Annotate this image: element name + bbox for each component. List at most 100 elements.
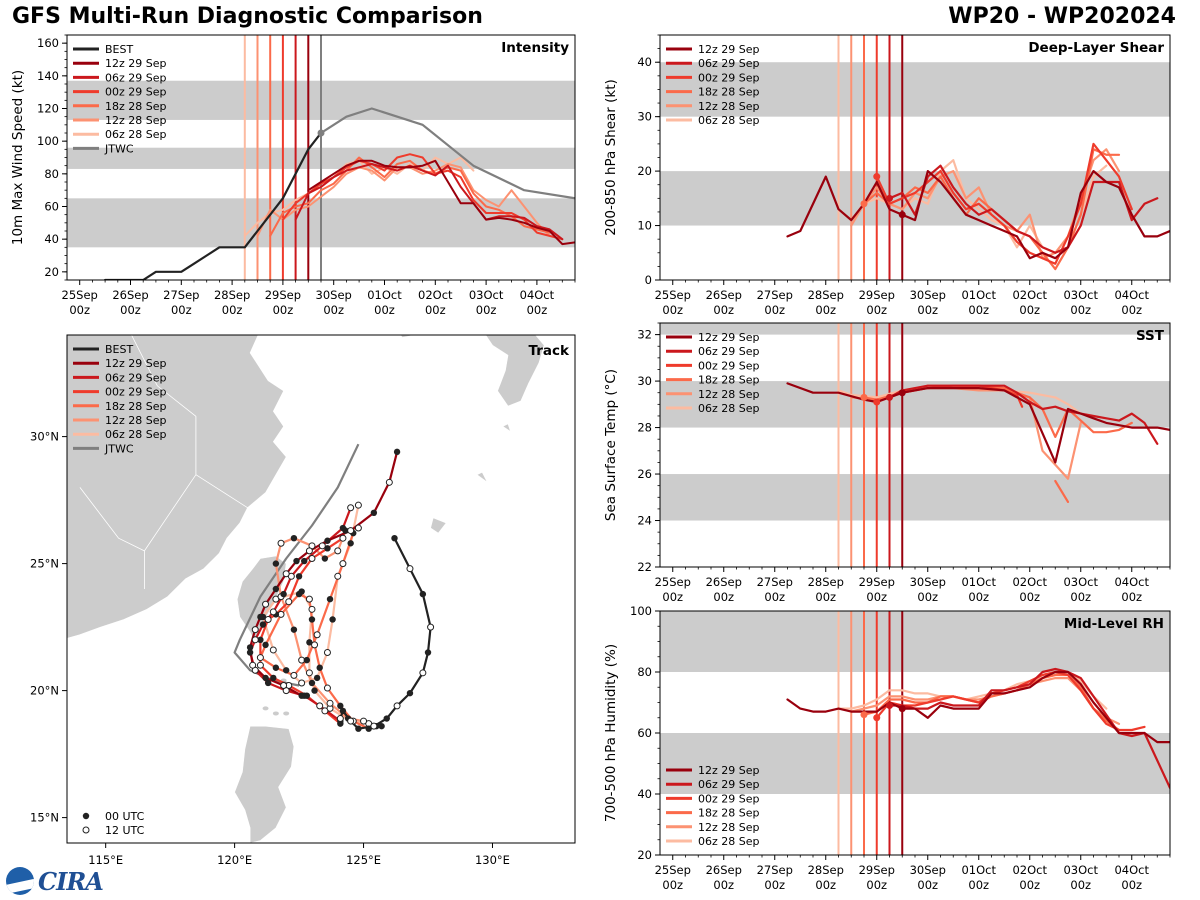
- track-marker-00utc: [257, 613, 264, 621]
- track-marker-12utc: [264, 615, 272, 623]
- intensity-series-run_06z29: [294, 163, 564, 241]
- rh-init-marker: [898, 705, 906, 713]
- intensity-series-jtwc: [319, 107, 575, 200]
- shear-xtick-label: 00z: [713, 303, 734, 317]
- track-marker-00utc: [262, 641, 269, 649]
- shear-legend-label: 00z 29 Sep: [698, 71, 760, 84]
- track-marker-00utc: [298, 692, 305, 699]
- shear-xtick-label: 00z: [764, 303, 785, 317]
- track-marker-00utc: [272, 560, 280, 567]
- shear-series-run_06z29: [888, 164, 1159, 254]
- cira-logo-text: CIRA: [38, 866, 104, 896]
- sst-series-group: [786, 382, 1170, 503]
- track-marker-00utc: [365, 725, 372, 732]
- track-marker-legend-label: 12 UTC: [105, 824, 145, 837]
- shear-xtick-label: 00z: [815, 303, 836, 317]
- shikoku-landmass: [574, 335, 575, 336]
- rh-xtick-label: 04Oct: [1114, 863, 1149, 877]
- track-marker-00utc: [270, 674, 277, 682]
- shear-legend-label: 12z 28 Sep: [698, 100, 760, 113]
- track-marker-00utc: [295, 573, 303, 580]
- shear-xtick-label: 00z: [1070, 303, 1091, 317]
- track-marker-12utc: [305, 669, 313, 677]
- rh-legend-label: 12z 28 Sep: [698, 821, 760, 834]
- sst-xtick-label: 27Sep: [757, 575, 793, 589]
- rh-series-group: [786, 667, 1170, 790]
- intensity-xtick-label: 27Sep: [163, 288, 199, 302]
- rh-xtick-label: 29Sep: [859, 863, 895, 877]
- track-marker-00utc: [339, 524, 347, 532]
- track-marker-12utc: [249, 661, 257, 669]
- intensity-ytick-label: 60: [44, 200, 59, 214]
- track-marker-12utc: [347, 527, 355, 535]
- sst-ytick-label: 32: [637, 328, 652, 342]
- sst-series-run_06z29: [888, 384, 1159, 445]
- track-marker-00utc: [324, 545, 331, 552]
- rh-xtick-label: 00z: [713, 878, 734, 892]
- track-marker-00utc: [293, 557, 300, 565]
- rh-xtick-label: 25Sep: [655, 863, 691, 877]
- shear-ytick-label: 20: [637, 164, 652, 178]
- intensity-legend-label: JTWC: [104, 142, 134, 155]
- rh-ytick-label: 100: [630, 604, 652, 618]
- track-legend-label: 00z 29 Sep: [105, 386, 167, 399]
- track-frame: [66, 334, 576, 844]
- rh-xtick-label: 26Sep: [706, 863, 742, 877]
- track-marker-00utc: [301, 557, 308, 565]
- shear-xtick-label: 27Sep: [757, 288, 793, 302]
- intensity-xtick-label: 00z: [171, 303, 192, 317]
- track-marker-12utc: [347, 504, 355, 512]
- track-marker-00utc: [246, 649, 254, 656]
- track-marker-00utc: [290, 626, 298, 633]
- province-border: [79, 487, 145, 552]
- intensity-xtick-label: 04Oct: [520, 288, 555, 302]
- track-legend-label: JTWC: [104, 442, 134, 455]
- track-marker-12utc: [427, 623, 435, 631]
- track-legend-label: 18z 28 Sep: [105, 400, 167, 413]
- shear-panel-title: Deep-Layer Shear: [1028, 40, 1164, 56]
- intensity-series-run_18z28: [269, 156, 551, 237]
- track-marker-12utc: [339, 560, 347, 568]
- sst-xtick-label: 04Oct: [1114, 575, 1149, 589]
- track-legend-label: BEST: [105, 343, 133, 356]
- storm-id-title: WP20 - WP202024: [948, 4, 1176, 29]
- track-marker-12utc: [321, 707, 329, 715]
- rh-init-marker: [873, 714, 881, 722]
- intensity-legend-label: 12z 28 Sep: [105, 114, 167, 127]
- track-xtick-label: 120°E: [217, 853, 252, 867]
- sst-legend-label: 06z 29 Sep: [698, 345, 760, 358]
- track-marker-12utc: [316, 702, 324, 710]
- shear-xtick-label: 00z: [866, 303, 887, 317]
- shear-legend-label: 18z 28 Sep: [698, 86, 760, 99]
- intensity-legend-label: 18z 28 Sep: [105, 100, 167, 113]
- intensity-xtick-label: 00z: [222, 303, 243, 317]
- track-marker-00utc: [316, 664, 323, 671]
- track-line-best: [339, 537, 432, 730]
- sst-xtick-label: 00z: [866, 590, 887, 604]
- rh-ylabel: 700-500 hPa Humidity (%): [603, 644, 619, 822]
- rh-legend-label: 06z 28 Sep: [698, 835, 760, 848]
- track-marker-12utc: [318, 542, 326, 550]
- sst-xtick-label: 00z: [815, 590, 836, 604]
- track-ytick-label: 25°N: [30, 557, 59, 571]
- shear-init-marker: [898, 211, 906, 219]
- sst-init-marker: [898, 389, 906, 397]
- track-marker-12utc: [339, 534, 347, 542]
- track-marker-00utc: [272, 664, 280, 671]
- figure-title: GFS Multi-Run Diagnostic Comparison: [12, 4, 483, 29]
- track-marker-00utc: [257, 636, 264, 643]
- rh-band: [660, 733, 1170, 794]
- track-marker-00utc: [303, 656, 311, 664]
- rh-xtick-label: 00z: [917, 878, 938, 892]
- rh-xtick-label: 00z: [1019, 878, 1040, 892]
- shear-panel: 01020304025Sep00z26Sep00z27Sep00z28Sep00…: [603, 34, 1171, 317]
- province-border: [195, 474, 248, 509]
- shear-ytick-label: 30: [637, 110, 652, 124]
- track-marker-12utc: [334, 547, 342, 555]
- intensity-xtick-label: 00z: [273, 303, 294, 317]
- sst-band: [660, 323, 1170, 335]
- track-marker-00utc: [406, 689, 414, 697]
- rh-ytick-label: 40: [637, 787, 652, 801]
- yakushima-landmass: [502, 423, 512, 433]
- sst-xtick-label: 02Oct: [1012, 575, 1047, 589]
